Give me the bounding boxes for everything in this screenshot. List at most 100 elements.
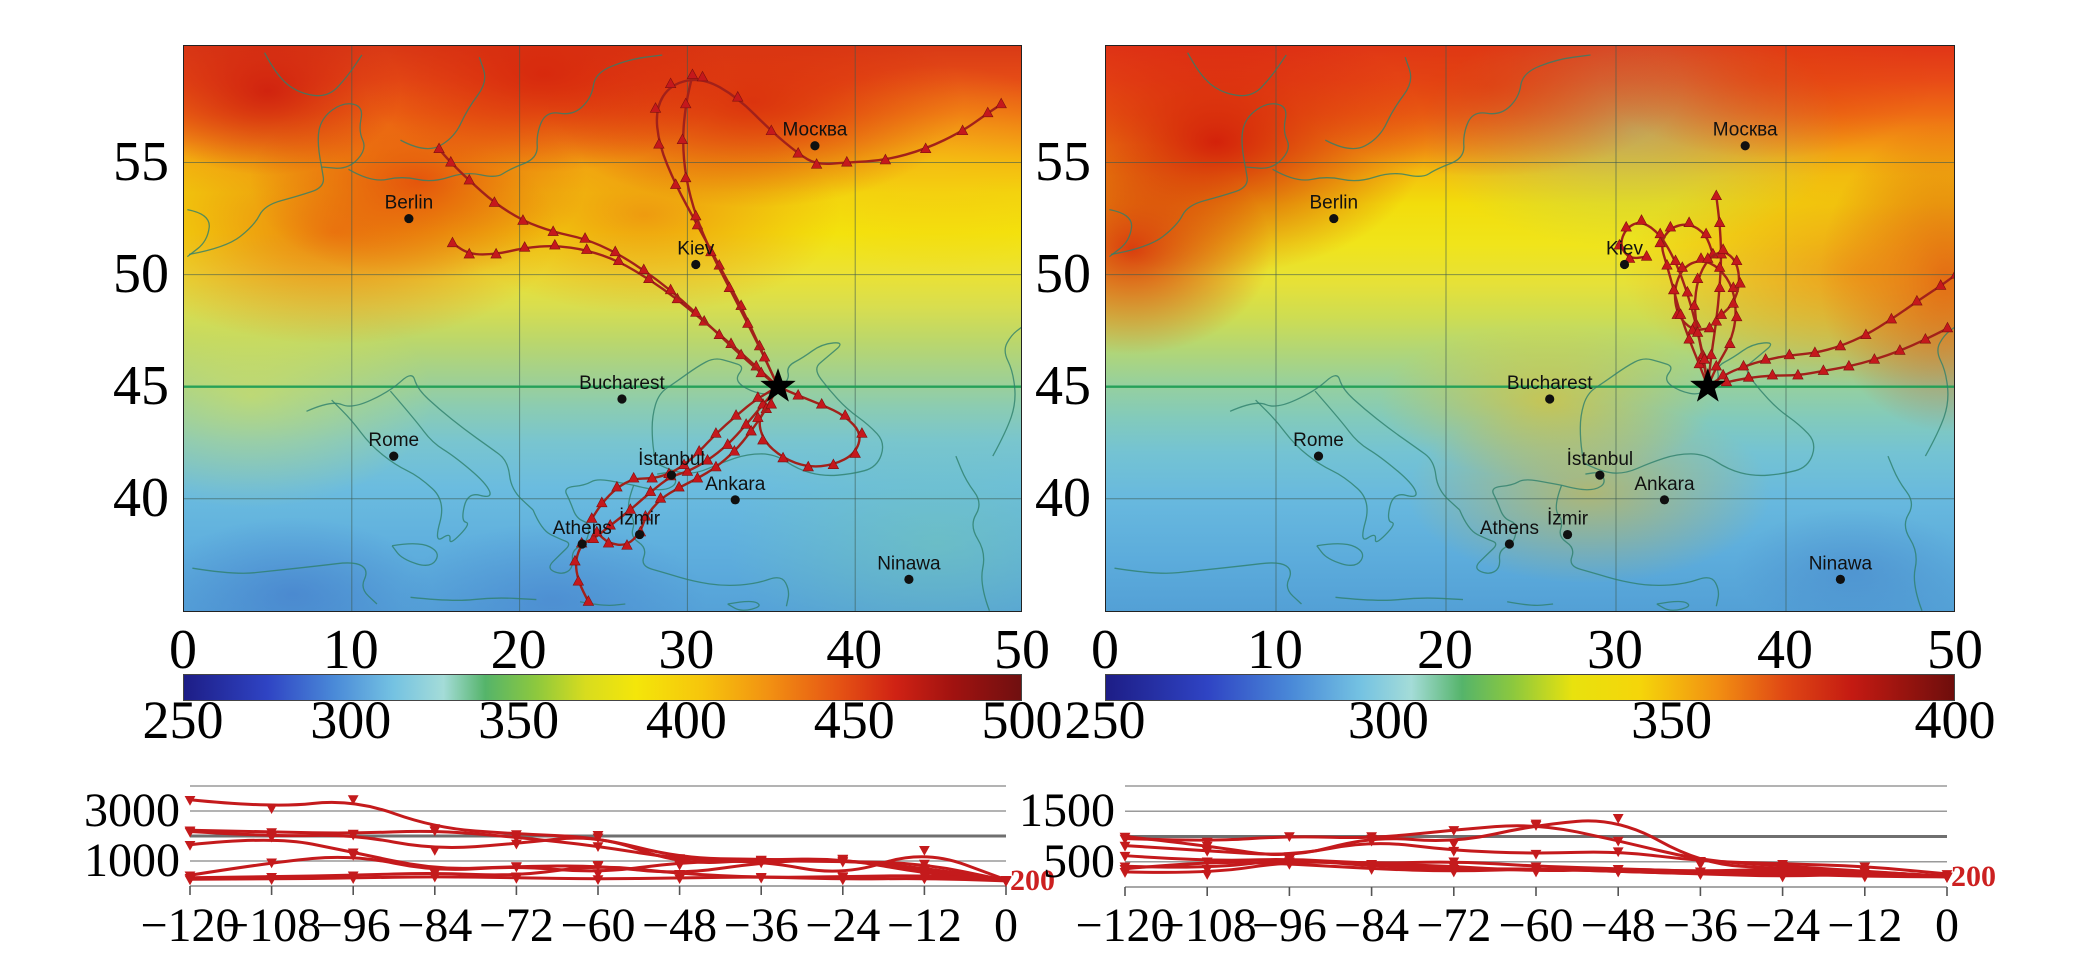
city-dot	[666, 470, 677, 480]
series-marker-icon	[1859, 872, 1871, 883]
series-marker-icon	[1366, 865, 1377, 875]
map-y-tick-label: 50	[113, 242, 169, 305]
chart-x-tick-label: −84	[1334, 899, 1410, 952]
map-x-tick-label: 20	[490, 619, 547, 681]
trajectory-marker-icon	[1742, 371, 1755, 382]
city-dot	[1835, 574, 1845, 584]
colorbar-tick-label: 400	[1914, 690, 1996, 750]
arrival-height-label: 200	[1010, 864, 1055, 897]
trajectory-marker-icon	[1683, 332, 1695, 344]
trajectory-marker-icon	[792, 388, 804, 400]
trajectory-marker-icon	[646, 471, 658, 483]
chart-x-tick-label: −72	[1416, 899, 1492, 952]
series-marker-icon	[347, 795, 359, 805]
trajectory-marker-icon	[752, 391, 764, 402]
trajectory-marker-icon	[1683, 216, 1695, 227]
map-x-tick-label: 50	[1927, 619, 1983, 681]
trajectory-marker-icon	[730, 409, 742, 420]
series-marker-icon	[184, 875, 196, 886]
city-label: Rome	[368, 430, 419, 451]
series-marker-icon	[592, 860, 604, 871]
series-marker-icon	[1201, 870, 1213, 880]
trajectory-marker-icon	[1676, 261, 1689, 272]
series-marker-icon	[919, 845, 930, 856]
coastline	[1924, 326, 1954, 457]
city-label: Ninawa	[877, 553, 941, 574]
trajectory-marker-icon	[549, 238, 561, 250]
trajectory-marker-icon	[1737, 359, 1750, 371]
trajectory-marker-icon	[956, 124, 969, 136]
trajectory-marker-icon	[690, 306, 702, 317]
coastline	[1241, 103, 1289, 169]
series-marker-icon	[429, 872, 441, 883]
series-marker-icon	[347, 830, 359, 841]
trajectory-marker-icon	[643, 272, 655, 283]
trajectory-marker-icon	[609, 245, 621, 257]
trajectory-marker-icon	[693, 445, 705, 456]
series-marker-icon	[1119, 851, 1131, 862]
series-marker-icon	[511, 833, 522, 844]
trajectory-marker-icon	[669, 178, 682, 189]
city-label: Kiev	[1606, 239, 1643, 260]
chart-x-tick-label: −12	[886, 899, 962, 952]
trajectory-marker-icon	[1691, 326, 1704, 337]
coastline	[1316, 543, 1364, 566]
series-marker-icon	[429, 826, 441, 837]
coastline	[348, 54, 663, 182]
trajectory-marker-icon	[721, 438, 734, 449]
map-x-tick-label: 10	[1247, 619, 1303, 681]
trajectory-marker-icon	[612, 254, 625, 266]
trajectory-marker-icon	[705, 245, 717, 257]
trajectory-marker-icon	[1717, 368, 1729, 380]
series-marker-icon	[1366, 859, 1377, 870]
colorbar-right	[1105, 674, 1955, 701]
series-marker-icon	[266, 832, 277, 842]
city-label: Москва	[782, 120, 847, 141]
coastline	[400, 56, 486, 150]
chart-x-tick-label: 0	[994, 899, 1018, 952]
series-marker-icon	[919, 859, 930, 870]
trajectory-marker-icon	[1860, 328, 1872, 340]
colorbar-tick-label: 300	[310, 690, 392, 750]
map-x-tick-label: 40	[1757, 619, 1813, 681]
series-marker-icon	[1448, 857, 1460, 868]
map-x-tick-label: 0	[169, 619, 197, 681]
series-marker-icon	[511, 862, 522, 872]
city-label: Bucharest	[1507, 373, 1593, 394]
trajectory-marker-icon	[735, 348, 747, 360]
trajectory-marker-icon	[1681, 285, 1694, 297]
series-marker-icon	[1284, 832, 1295, 842]
map-x-tick-label: 40	[826, 619, 883, 681]
chart-x-tick-label: −12	[1827, 899, 1903, 952]
series-marker-icon	[674, 858, 685, 869]
trajectory-marker-icon	[1713, 261, 1726, 272]
trajectory-marker-icon	[1759, 353, 1772, 364]
trajectory-marker-icon	[765, 397, 778, 409]
trajectory-marker-icon	[1834, 339, 1847, 351]
city-dot	[691, 259, 701, 270]
trajectory-marker-icon	[1661, 258, 1673, 270]
trajectory-marker-icon	[624, 503, 637, 514]
trajectory-marker-icon	[713, 328, 725, 340]
city-dot	[1740, 141, 1750, 151]
series-marker-icon	[1448, 839, 1460, 850]
series-marker-icon	[1612, 865, 1624, 875]
trajectory-marker-icon	[879, 153, 892, 165]
trajectory-marker-icon	[1654, 236, 1666, 248]
coastline	[1887, 455, 1923, 611]
trajectory-marker-icon	[755, 366, 767, 378]
chart-x-tick-label: −60	[1498, 899, 1574, 952]
trajectory-marker-icon	[664, 77, 677, 88]
trajectory-marker-icon	[1674, 308, 1687, 319]
coastline	[1187, 52, 1287, 97]
trajectory-marker-icon	[752, 411, 764, 422]
city-dot	[617, 394, 627, 404]
colorbar-tick-label: 400	[645, 690, 727, 750]
chart-x-tick-label: −120	[1075, 899, 1175, 952]
series-marker-icon	[1201, 841, 1213, 852]
trajectory-marker-icon	[1766, 368, 1779, 380]
trajectory-marker-icon	[1691, 272, 1704, 283]
coastline	[651, 342, 884, 477]
trajectory-marker-icon	[517, 214, 529, 225]
city-dot	[1619, 259, 1630, 270]
